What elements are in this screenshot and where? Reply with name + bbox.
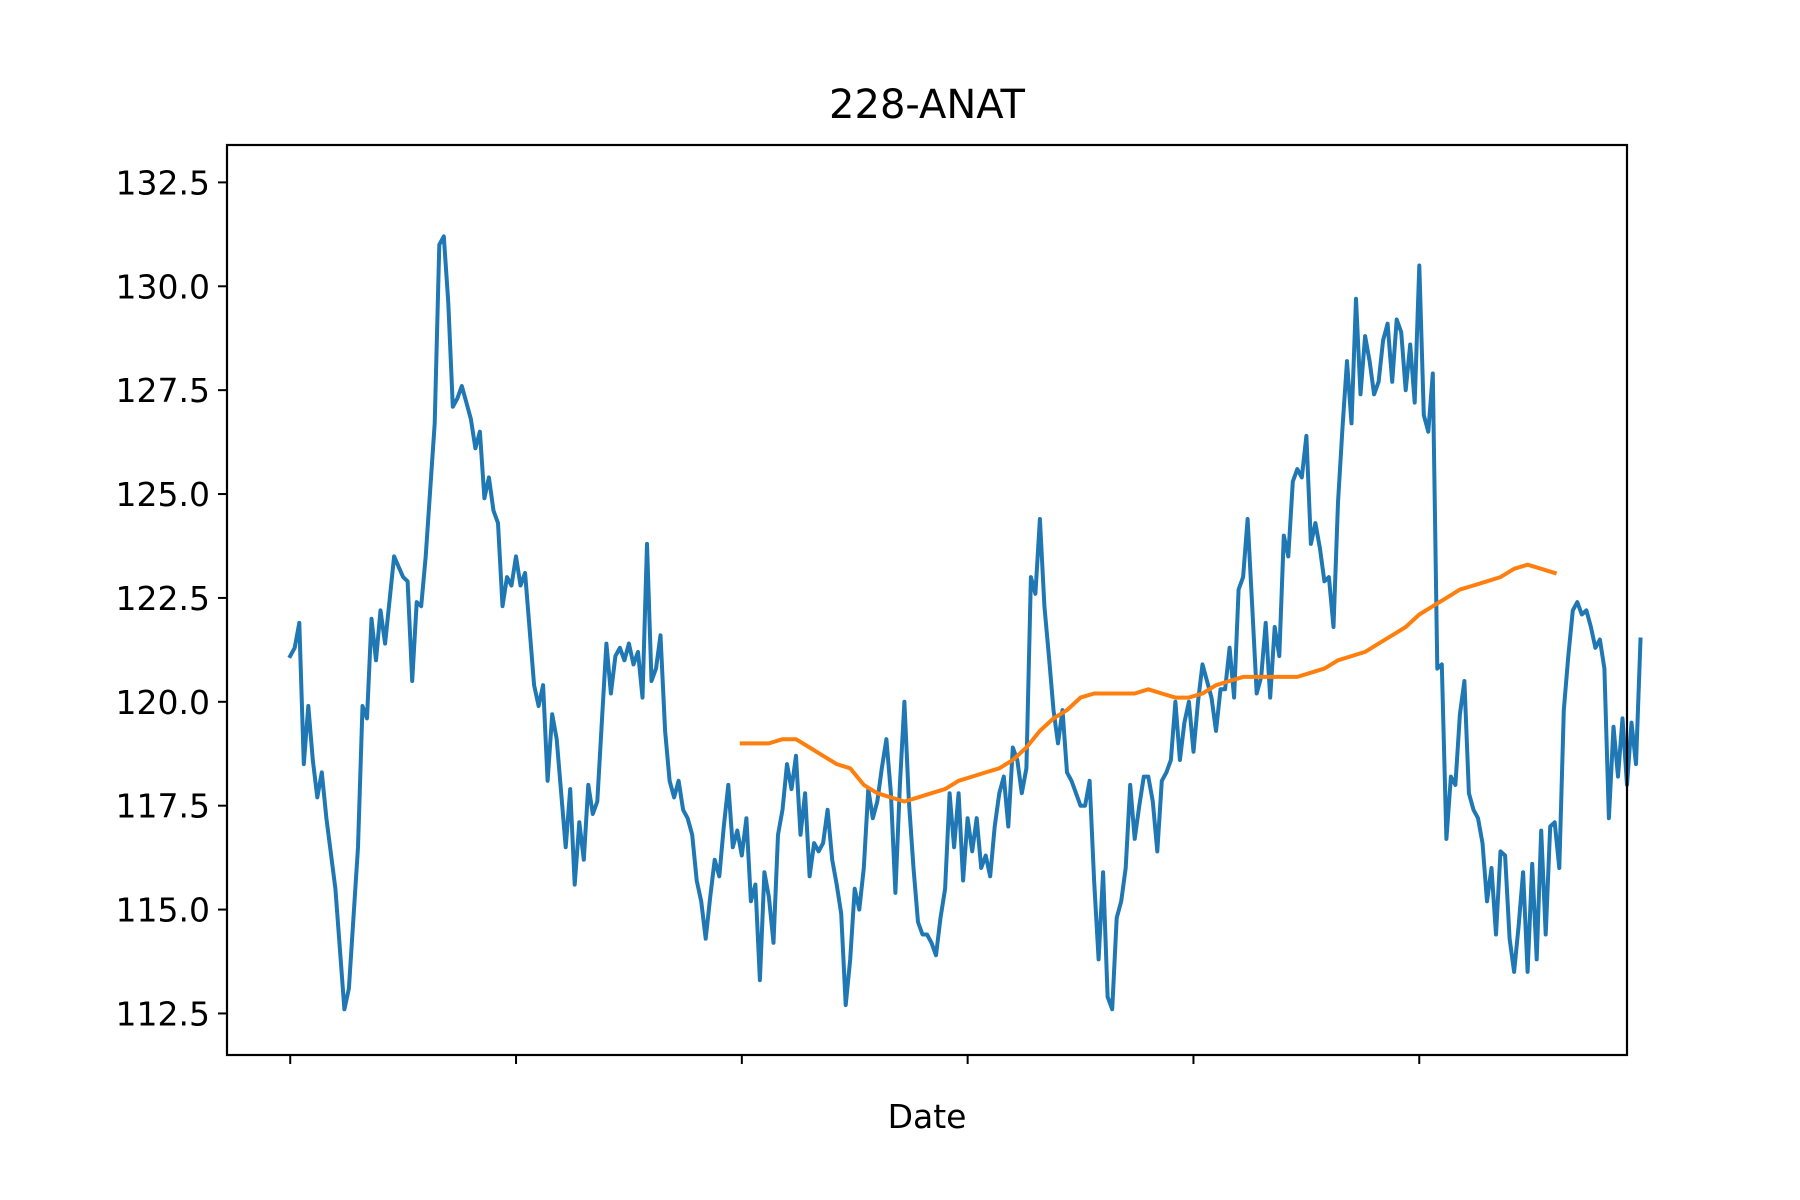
series-line-1 [287, 234, 1643, 1012]
axes-frame [225, 143, 1629, 1057]
series-line-2 [739, 562, 1558, 804]
x-axis-label: Date [888, 1097, 967, 1136]
plot-area: 112.5 115.0 117.5 120.0 122.5 125.0 127.5 130.0… [116, 143, 1643, 1064]
y-tick-label: 120.0 [116, 683, 210, 722]
y-tick-label: 112.5 [116, 994, 210, 1033]
y-tick-label: 125.0 [116, 475, 210, 514]
y-tick-label: 132.5 [116, 163, 210, 202]
y-tick-label: 117.5 [116, 787, 210, 826]
y-tick-label: 130.0 [116, 267, 210, 306]
chart-title: 228-ANAT [829, 82, 1025, 128]
y-tick-label: 122.5 [116, 579, 210, 618]
y-tick-label: 115.0 [116, 891, 210, 930]
y-tick-label: 127.5 [116, 371, 210, 410]
